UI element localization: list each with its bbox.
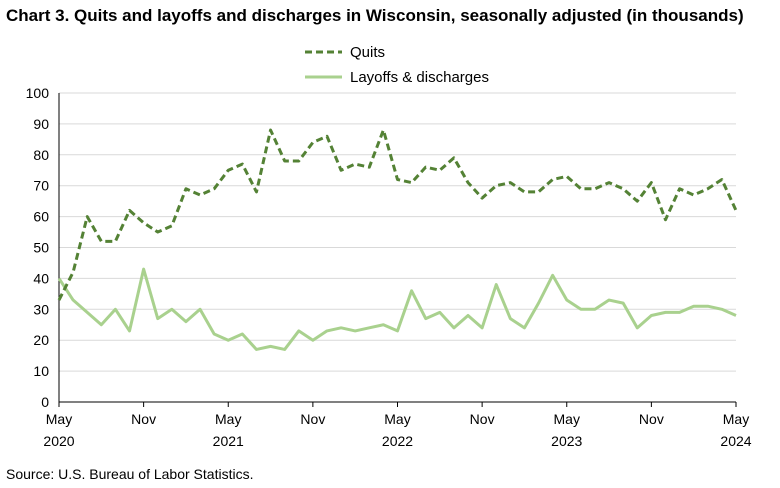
- x-axis: May 2020 Nov May 2021 Nov May 2022 Nov May 2023 Nov…: [43, 401, 752, 449]
- y-tick-label: 90: [33, 116, 49, 132]
- x-tick-label-year: 2024: [720, 433, 751, 449]
- x-tick-label-year: 2022: [382, 433, 413, 449]
- x-tick-label-month: May: [723, 411, 749, 427]
- x-tick-label-month: May: [215, 411, 241, 427]
- x-tick-label-month: Nov: [470, 411, 495, 427]
- x-tick-label-month: May: [554, 411, 580, 427]
- y-tick-label: 60: [33, 209, 49, 225]
- legend-label-layoffs-discharges: Layoffs & discharges: [350, 69, 489, 86]
- x-tick-label-month: Nov: [300, 411, 325, 427]
- legend-label-quits: Quits: [350, 44, 385, 61]
- x-tick-label-month: May: [46, 411, 72, 427]
- y-tick-label: 80: [33, 147, 49, 163]
- x-tick-label-year: 2020: [43, 433, 74, 449]
- y-tick-label: 30: [33, 301, 49, 317]
- x-tick-label-year: 2023: [551, 433, 582, 449]
- x-tick-label-month: May: [384, 411, 410, 427]
- x-tick-label-year: 2021: [213, 433, 244, 449]
- gridlines: [59, 92, 736, 372]
- series-lines: [57, 128, 738, 351]
- quits-line: [57, 128, 738, 301]
- source-note: Source: U.S. Bureau of Labor Statistics.: [6, 466, 254, 482]
- y-tick-label: 20: [33, 332, 49, 348]
- y-tick-label: 40: [33, 270, 49, 286]
- y-tick-label: 70: [33, 178, 49, 194]
- y-tick-label: 10: [33, 363, 49, 379]
- x-tick-label-month: Nov: [639, 411, 664, 427]
- chart-title: Chart 3. Quits and layoffs and discharge…: [6, 6, 744, 25]
- legend: Quits Layoffs & discharges: [305, 44, 489, 86]
- y-tick-label: 50: [33, 240, 49, 256]
- y-tick-label: 100: [26, 85, 50, 101]
- y-axis: 0 10 20 30 40 50 60 70 80 90 100: [26, 85, 60, 410]
- layoffs-discharges-line: [57, 267, 737, 351]
- line-chart: 0 10 20 30 40 50 60 70 80 90 100 May 2020 Nov May 2021…: [26, 44, 752, 449]
- x-tick-label-month: Nov: [131, 411, 156, 427]
- y-tick-label: 0: [41, 394, 49, 410]
